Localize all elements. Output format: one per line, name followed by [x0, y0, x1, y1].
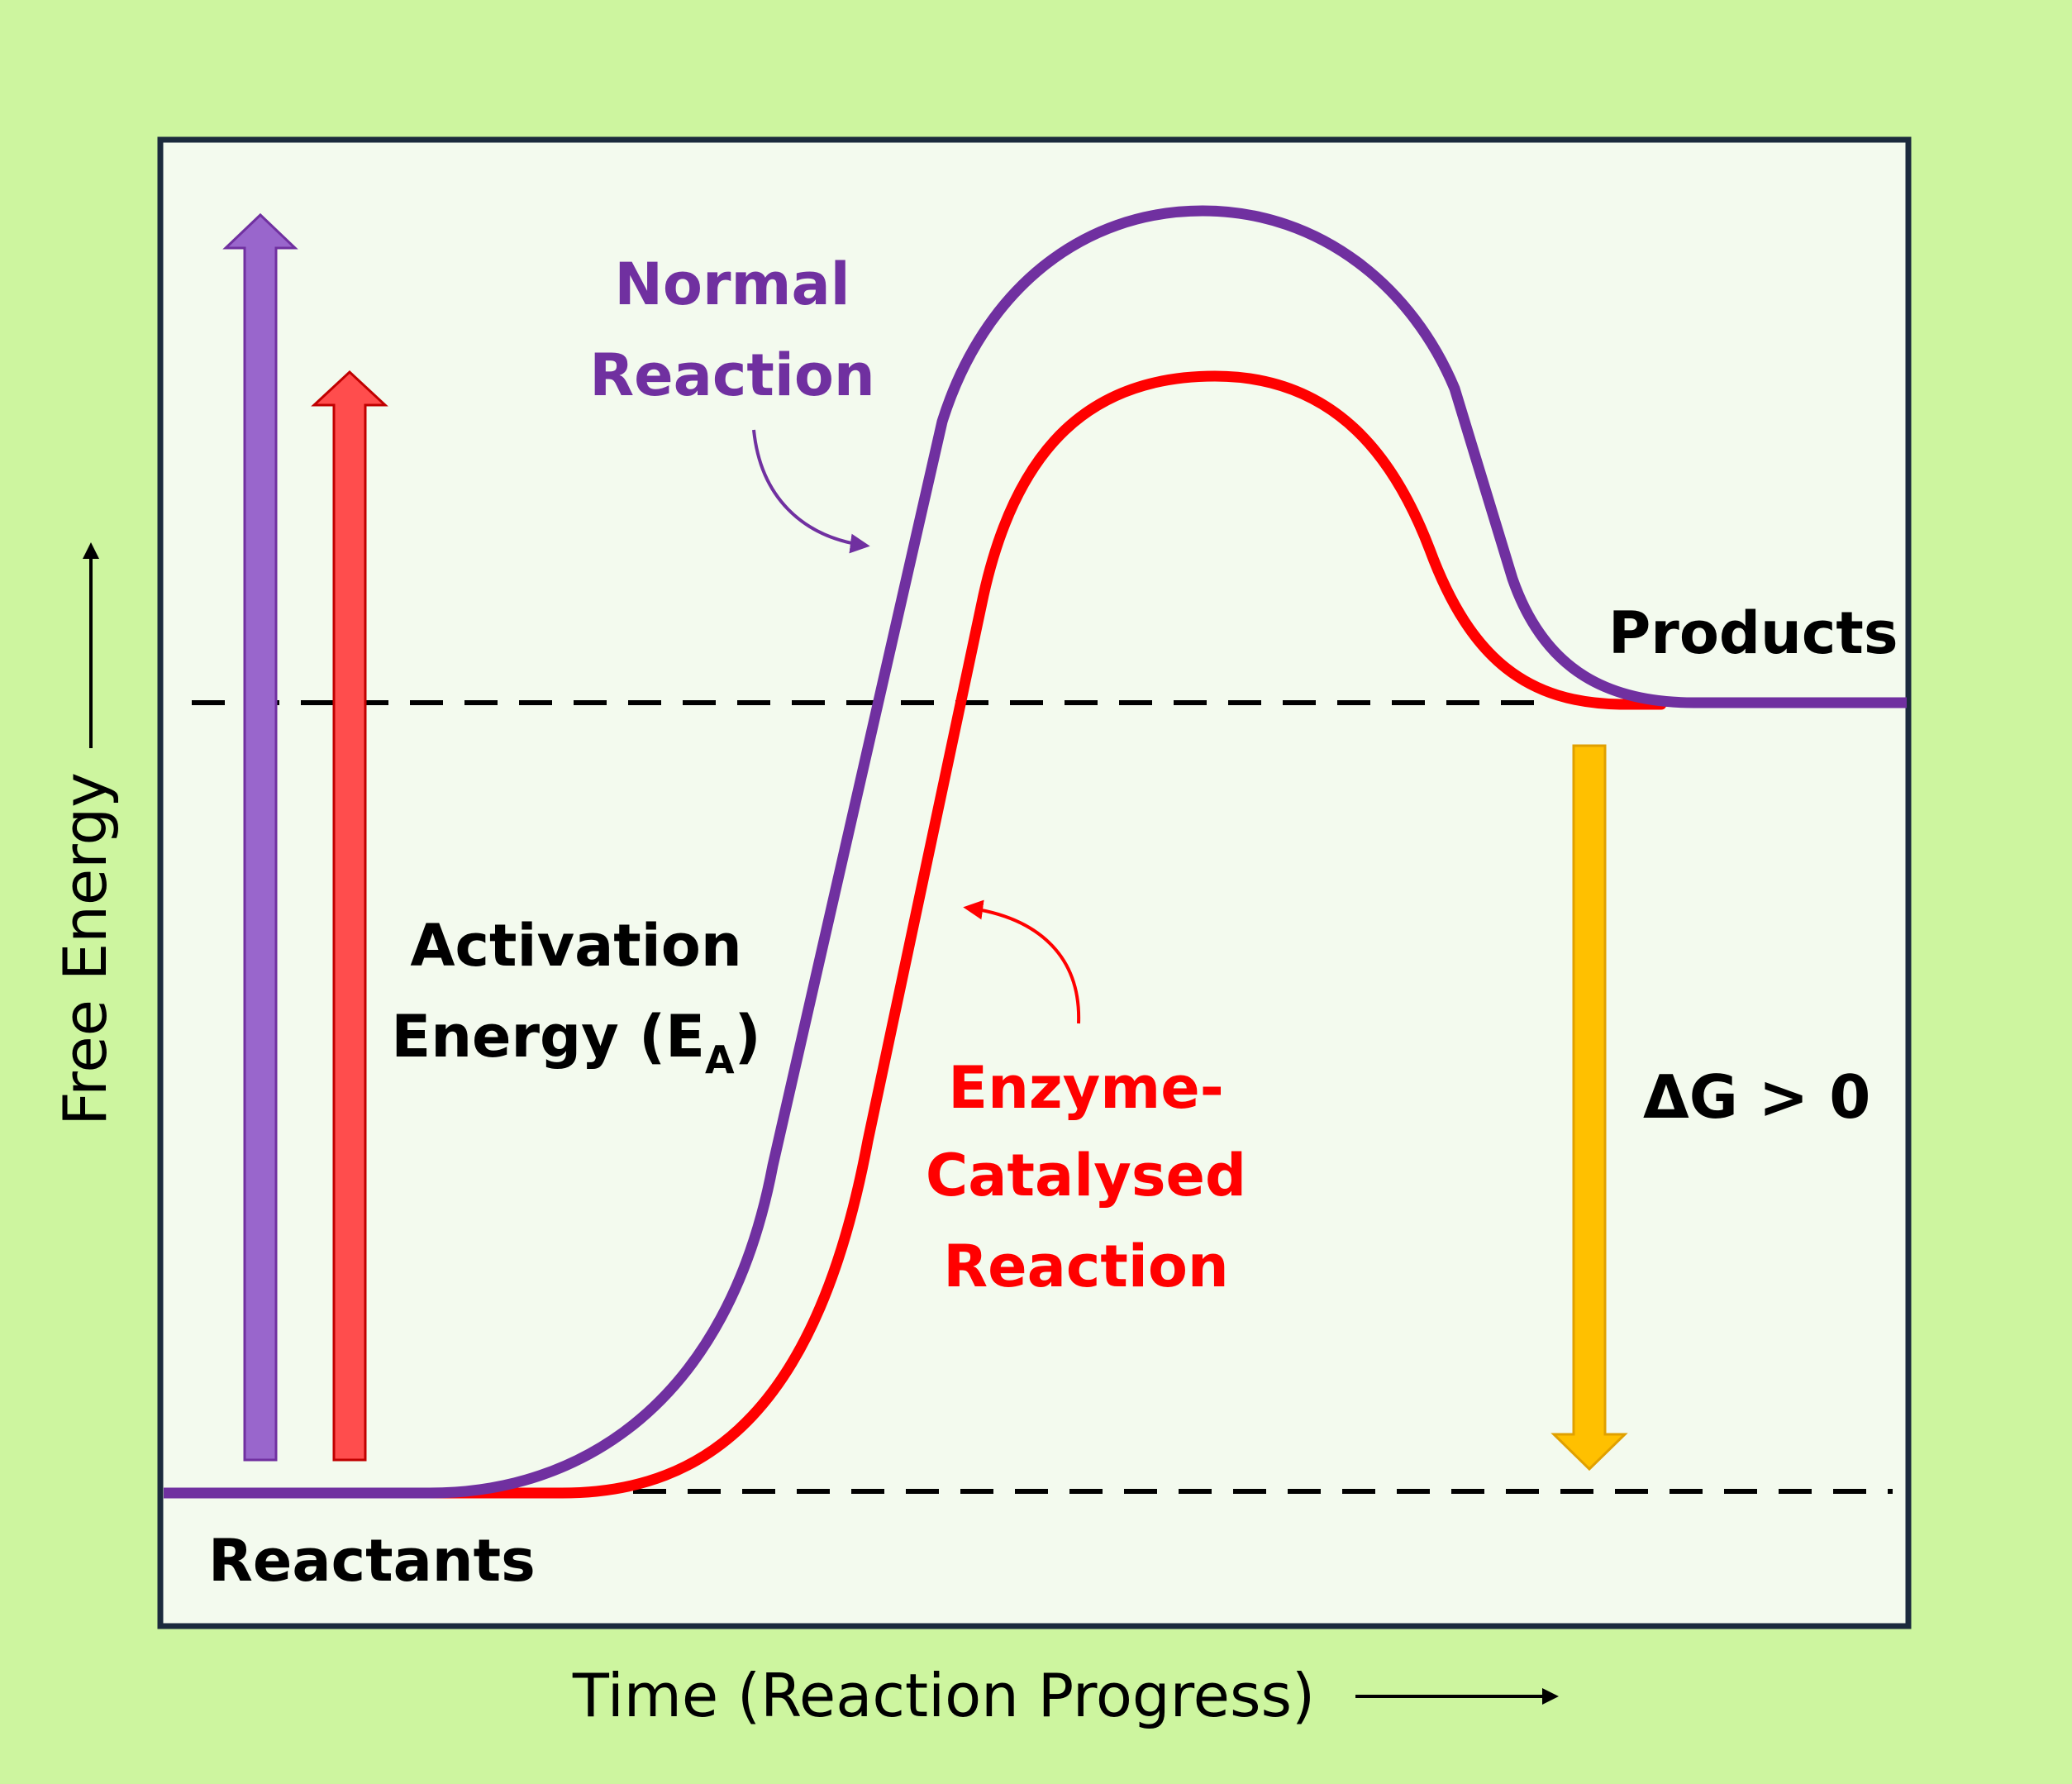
- y-axis-label: Free Energy: [50, 772, 120, 1126]
- activation-energy-label-line1: Activation: [410, 912, 741, 980]
- plot-frame: [157, 136, 1912, 1629]
- enzyme-reaction-label-line3: Reaction: [943, 1233, 1229, 1300]
- activation-energy-main: Energy (E: [391, 1003, 705, 1071]
- normal-reaction-curve: [164, 205, 1907, 1499]
- activation-energy-subscript: A: [705, 1037, 735, 1082]
- enzyme-reaction-pointer-arrow: [963, 899, 1081, 1024]
- delta-g-arrow: [1550, 744, 1628, 1472]
- products-label: Products: [1608, 599, 1898, 667]
- enzyme-reaction-label-line1: Enzyme-: [948, 1054, 1224, 1122]
- normal-reaction-label-line2: Reaction: [589, 341, 875, 409]
- normal-reaction-pointer-arrow: [752, 429, 870, 554]
- activation-energy-label-line2: Energy (EA): [391, 1003, 760, 1082]
- delta-g-label: ΔG > 0: [1643, 1062, 1870, 1132]
- normal-reaction-label-line1: Normal: [614, 250, 850, 318]
- enzyme-activation-energy-arrow: [311, 370, 388, 1462]
- normal-activation-energy-arrow: [222, 212, 298, 1462]
- activation-energy-close: ): [735, 1003, 761, 1071]
- reactants-label: Reactants: [208, 1527, 536, 1595]
- enzyme-catalysed-curve: [424, 370, 1667, 1499]
- enzyme-reaction-label-line2: Catalysed: [926, 1142, 1246, 1209]
- x-axis-label: Time (Reaction Progress): [572, 1661, 1315, 1730]
